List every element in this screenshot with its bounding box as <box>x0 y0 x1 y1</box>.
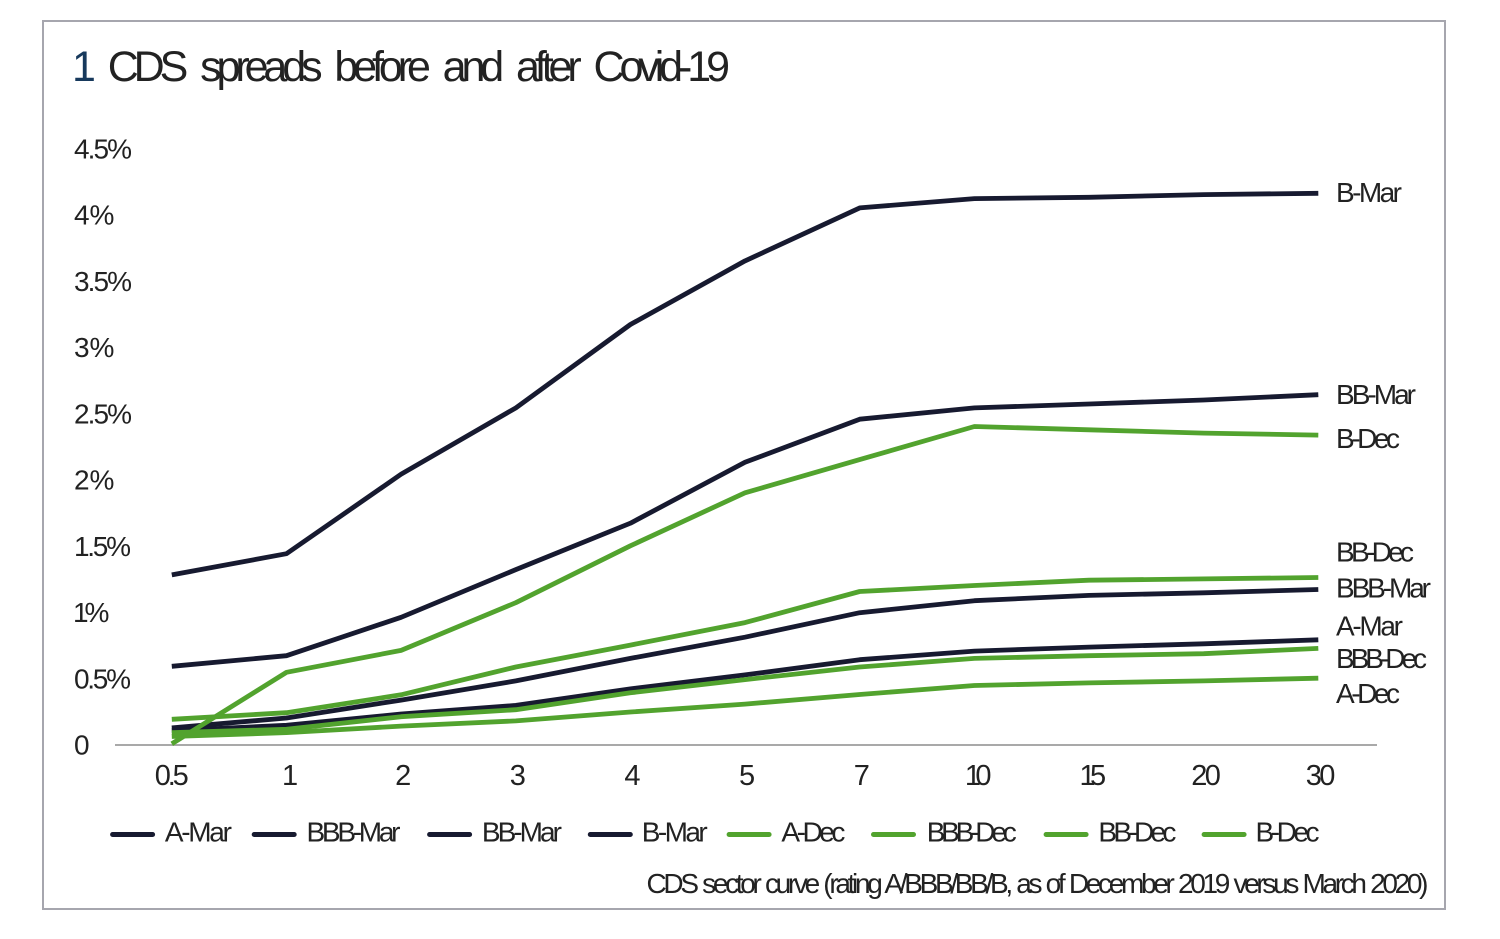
svg-text:1: 1 <box>965 760 981 792</box>
svg-text:CDS sector curve (rating A/BBB: CDS sector curve (rating A/BBB/BB/B, as … <box>647 868 1429 899</box>
svg-text:4: 4 <box>74 200 90 231</box>
svg-text:BBB-Mar: BBB-Mar <box>1336 573 1431 604</box>
svg-text:0.5: 0.5 <box>155 760 189 792</box>
svg-text:7: 7 <box>854 760 870 792</box>
svg-text:2: 2 <box>74 465 90 496</box>
svg-text:1: 1 <box>282 760 298 792</box>
svg-text:BB-Mar: BB-Mar <box>1336 379 1416 410</box>
svg-text:BBB-Dec: BBB-Dec <box>1336 643 1427 674</box>
svg-text:A-Mar: A-Mar <box>165 817 232 848</box>
svg-text:0: 0 <box>1205 760 1221 792</box>
svg-text:5: 5 <box>1090 760 1106 792</box>
svg-text:B-Dec: B-Dec <box>1256 817 1320 848</box>
svg-text:B-Mar: B-Mar <box>1336 177 1402 208</box>
svg-text:3.5%: 3.5% <box>74 266 132 297</box>
svg-text:%: % <box>85 597 110 628</box>
svg-text:3: 3 <box>510 760 526 792</box>
svg-text:BB-Dec: BB-Dec <box>1336 537 1414 568</box>
svg-text:A-Mar: A-Mar <box>1336 611 1403 642</box>
svg-text:3: 3 <box>1306 760 1322 792</box>
svg-text:2: 2 <box>1191 760 1207 792</box>
svg-text:0.5%: 0.5% <box>74 664 131 695</box>
svg-text:1: 1 <box>1080 760 1096 792</box>
svg-text:BB-Mar: BB-Mar <box>482 817 562 848</box>
svg-text:1: 1 <box>73 597 89 628</box>
svg-text:B-Mar: B-Mar <box>642 817 708 848</box>
svg-text:%: % <box>90 465 115 496</box>
svg-text:A-Dec: A-Dec <box>1336 678 1400 709</box>
svg-text:%: % <box>90 200 115 231</box>
svg-text:BBB-Mar: BBB-Mar <box>307 817 401 848</box>
svg-text:4.5%: 4.5% <box>74 133 132 164</box>
svg-text:2.5%: 2.5% <box>74 398 132 429</box>
svg-text:2: 2 <box>395 760 411 792</box>
svg-text:0: 0 <box>975 760 991 792</box>
svg-text:1.5%: 1.5% <box>74 531 131 562</box>
svg-text:%: % <box>90 332 115 363</box>
svg-text:B-Dec: B-Dec <box>1336 423 1400 454</box>
svg-text:1 CDS spreads before and after: 1 CDS spreads before and after Covid-19 <box>72 43 730 91</box>
svg-text:BBB-Dec: BBB-Dec <box>927 817 1017 848</box>
svg-text:0: 0 <box>1319 760 1335 792</box>
svg-text:5: 5 <box>739 760 755 792</box>
svg-text:BB-Dec: BB-Dec <box>1098 817 1176 848</box>
svg-text:4: 4 <box>624 760 640 792</box>
svg-text:3: 3 <box>74 332 90 363</box>
svg-text:0: 0 <box>74 730 90 761</box>
svg-text:A-Dec: A-Dec <box>781 817 845 848</box>
